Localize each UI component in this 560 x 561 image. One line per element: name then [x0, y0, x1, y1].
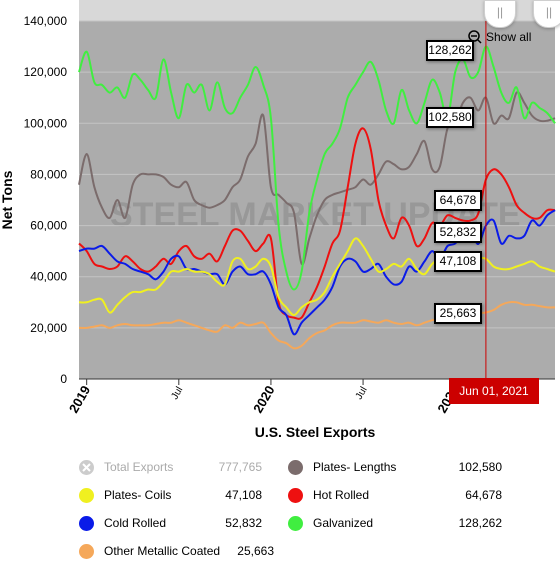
y-tick-label: 120,000	[24, 65, 68, 79]
disabled-x-icon	[79, 459, 94, 475]
callout-other-metallic-coated: 25,663	[434, 303, 482, 324]
series-line-plates-lengths[interactable]	[78, 91, 556, 266]
legend-marker	[288, 515, 303, 531]
chart-title: U.S. Steel Exports	[255, 424, 376, 440]
x-axis: 2019Jul2020Jul2021	[66, 379, 462, 416]
y-axis-title: Net Tons	[0, 170, 15, 229]
legend-item-plates-lengths[interactable]: Plates- Lengths	[288, 457, 396, 477]
y-tick-label: 20,000	[30, 321, 67, 335]
callout-hot-rolled: 64,678	[434, 190, 482, 211]
navigator-strip[interactable]	[79, 0, 555, 21]
legend-label: Cold Rolled	[104, 516, 167, 530]
legend-value-galvanized: 128,262	[458, 516, 502, 530]
legend-value-plates-coils: 47,108	[225, 488, 262, 502]
legend-marker	[288, 487, 303, 503]
legend-value-other-metallic-coated: 25,663	[237, 544, 274, 558]
legend-marker	[288, 459, 303, 475]
y-tick-label: 0	[60, 372, 67, 386]
legend-value-plates-lengths: 102,580	[458, 460, 502, 474]
legend-label: Hot Rolled	[313, 488, 370, 502]
legend-item-total-exports[interactable]: Total Exports	[79, 457, 173, 477]
x-tick-label: 2020	[250, 383, 277, 416]
navigator-right-handle[interactable]: ||	[533, 0, 560, 28]
y-tick-label: 40,000	[30, 270, 67, 284]
legend-item-plates-coils[interactable]: Plates- Coils	[79, 485, 171, 505]
legend-label: Plates- Coils	[104, 488, 172, 502]
y-tick-label: 100,000	[24, 116, 68, 130]
y-tick-label: 60,000	[30, 219, 67, 233]
navigator-left-handle[interactable]: ||	[484, 0, 516, 28]
show-all-label: Show all	[486, 30, 532, 44]
x-tick-label: Jul	[169, 385, 185, 402]
callout-plates-coils: 47,108	[434, 251, 482, 272]
legend-label: Total Exports	[104, 460, 174, 474]
legend-value-hot-rolled: 64,678	[465, 488, 502, 502]
y-tick-label: 80,000	[30, 167, 67, 181]
legend-item-galvanized[interactable]: Galvanized	[288, 513, 373, 533]
legend-item-other-metallic-coated[interactable]: Other Metallic Coated	[79, 541, 220, 561]
legend-item-cold-rolled[interactable]: Cold Rolled	[79, 513, 166, 533]
series-line-hot-rolled[interactable]	[78, 127, 556, 320]
legend-label: Plates- Lengths	[313, 460, 397, 474]
legend-label: Other Metallic Coated	[104, 544, 221, 558]
legend-marker	[79, 487, 94, 503]
callout-plates-lengths: 102,580	[426, 107, 474, 128]
x-tick-label: Jul	[354, 385, 370, 402]
show-all-button[interactable]: Show all	[468, 30, 531, 44]
series-line-galvanized[interactable]	[78, 45, 556, 291]
x-tick-label: 2019	[66, 383, 93, 416]
legend-label: Galvanized	[313, 516, 374, 530]
callout-galvanized: 128,262	[426, 40, 474, 61]
legend-value-total-exports: 777,765	[218, 460, 262, 474]
legend-item-hot-rolled[interactable]: Hot Rolled	[288, 485, 369, 505]
legend-value-cold-rolled: 52,832	[225, 516, 262, 530]
y-tick-label: 140,000	[24, 14, 68, 28]
legend-marker	[79, 543, 94, 559]
zoom-out-icon	[468, 30, 482, 44]
y-axis: 0 20,000 40,000 60,000 80,000 100,000 120,000 1…	[24, 14, 68, 386]
callout-cold-rolled: 52,832	[434, 222, 482, 243]
legend-marker	[79, 515, 94, 531]
hover-date-badge: Jun 01, 2021	[449, 378, 539, 404]
